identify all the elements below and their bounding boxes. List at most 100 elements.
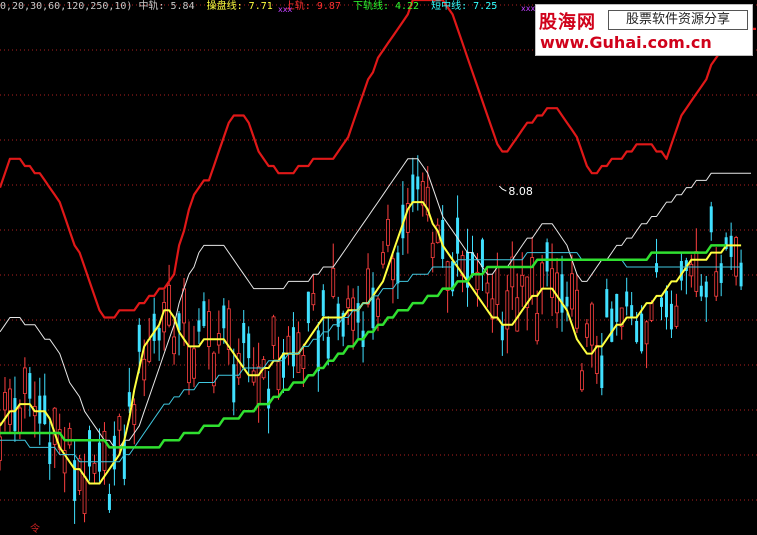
candle-body — [251, 370, 256, 383]
candle-body — [62, 450, 67, 474]
candle-body — [635, 320, 639, 343]
candle — [48, 420, 52, 480]
candle-body — [13, 398, 17, 432]
candle-body — [589, 303, 594, 346]
candle-body — [48, 442, 52, 465]
candle — [242, 310, 246, 367]
candle — [351, 288, 356, 350]
candle — [346, 285, 351, 325]
candle — [127, 367, 131, 414]
candle-body — [8, 388, 12, 425]
candle — [719, 254, 723, 297]
candle — [495, 252, 500, 321]
candle-body — [610, 308, 614, 342]
candle-body — [22, 367, 27, 394]
candle — [326, 316, 330, 366]
candle-body — [38, 395, 42, 424]
candle-body — [28, 373, 32, 399]
candle-body — [117, 416, 122, 431]
candle — [43, 373, 47, 426]
candle-body — [584, 323, 589, 338]
candle-body — [545, 242, 549, 272]
candle — [67, 422, 72, 449]
candle — [222, 298, 226, 344]
candle — [247, 326, 251, 383]
candle-body — [102, 430, 107, 471]
candle-body — [112, 435, 116, 470]
candle-body — [420, 181, 425, 206]
candle — [276, 336, 281, 400]
candle-body — [17, 407, 22, 434]
candle — [381, 241, 385, 269]
candle-body — [445, 261, 450, 291]
candle-body — [674, 305, 679, 327]
candle-body — [282, 352, 285, 378]
candle — [679, 252, 683, 291]
candle — [610, 301, 614, 343]
candle — [157, 326, 161, 361]
candle-body — [132, 404, 137, 425]
site-logo[interactable]: 股海网 股票软件资源分享 www.Guhai.com.cn — [535, 4, 753, 56]
candle — [684, 257, 688, 295]
candle — [615, 293, 619, 336]
candle-body — [3, 392, 7, 411]
candle-body — [142, 358, 147, 381]
candle-body — [505, 290, 510, 330]
candle-body — [535, 312, 540, 342]
candle-body — [416, 176, 420, 190]
candle — [669, 290, 673, 339]
candle — [3, 377, 7, 432]
candle-body — [386, 219, 390, 246]
candle-body — [709, 206, 713, 233]
candle — [0, 421, 2, 471]
candle-body — [540, 262, 545, 290]
candle — [575, 275, 579, 334]
candle — [739, 249, 743, 291]
candle — [480, 237, 484, 292]
candle — [112, 421, 116, 486]
candle — [62, 426, 67, 493]
candle-body — [466, 251, 470, 288]
candle — [674, 293, 679, 329]
candle-body — [88, 430, 92, 467]
candle — [92, 454, 97, 483]
candle-body — [67, 428, 72, 446]
header-operating-line: 操盘线: 7.71 — [206, 1, 273, 12]
top-marker: xxx — [278, 5, 293, 14]
candle — [644, 320, 649, 369]
candle-body — [356, 303, 360, 323]
series-middle-band — [0, 158, 751, 448]
candle-body — [376, 298, 380, 317]
candle — [162, 289, 167, 351]
candle — [445, 260, 450, 313]
candle-body — [77, 458, 82, 491]
candle — [286, 326, 291, 366]
candle — [13, 376, 17, 442]
candle-body — [321, 290, 325, 317]
candle-body — [724, 237, 728, 250]
candle-body — [371, 287, 375, 329]
candle-body — [381, 252, 385, 265]
candle — [600, 333, 604, 396]
candle-body — [192, 348, 196, 379]
candle — [202, 292, 206, 328]
candle-body — [490, 298, 495, 320]
candle-body — [92, 462, 97, 474]
candle — [510, 241, 515, 310]
candle — [8, 378, 12, 433]
candle-body — [147, 339, 152, 362]
candle-body — [271, 316, 276, 346]
candle-body — [630, 305, 634, 317]
candle-body — [739, 262, 743, 287]
candle-body — [699, 285, 703, 297]
candle — [485, 266, 490, 308]
candle — [420, 172, 425, 217]
candle-body — [619, 307, 624, 327]
candle — [251, 347, 256, 386]
candle — [456, 195, 460, 277]
candle — [699, 274, 703, 302]
candle — [565, 281, 569, 322]
candle — [560, 255, 564, 332]
candle-body — [679, 261, 683, 281]
candle — [471, 235, 474, 278]
